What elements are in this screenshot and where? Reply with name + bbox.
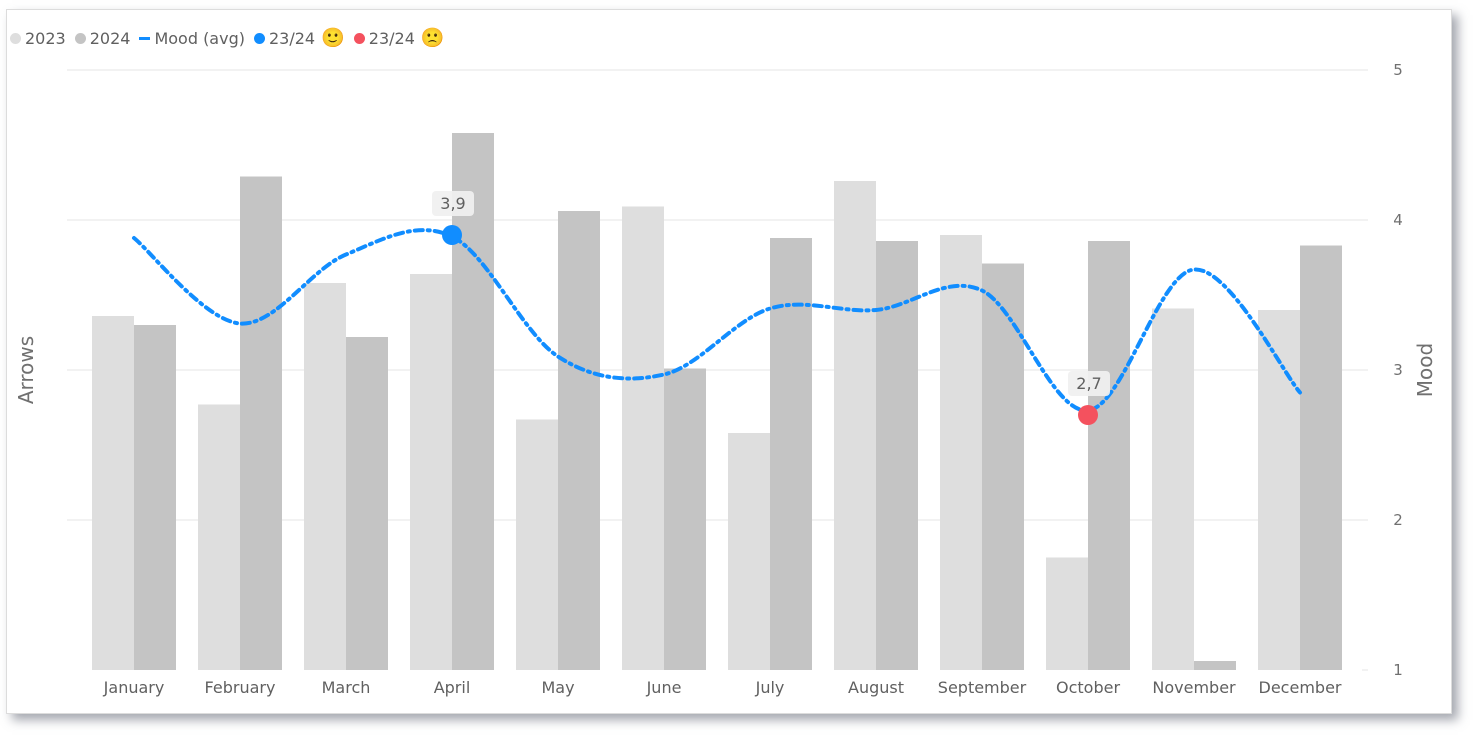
x-tick-label: May bbox=[541, 678, 574, 697]
x-tick-label: January bbox=[103, 678, 165, 697]
y-axis-right-title: Mood bbox=[1413, 343, 1437, 397]
legend-marker-worst bbox=[353, 32, 365, 44]
data-label-box bbox=[432, 191, 474, 216]
legend-label-best: 23/24 bbox=[268, 28, 316, 48]
x-tick-label: April bbox=[434, 678, 471, 697]
chart-legend: 2023 2024 Mood (avg) 23/24 🙂 23/24 🙁 bbox=[10, 26, 454, 50]
legend-item-2024[interactable]: 2024 bbox=[74, 28, 131, 48]
frowning-face-icon: 🙁 bbox=[420, 26, 445, 49]
legend-marker-2023 bbox=[10, 32, 21, 44]
legend-label-worst: 23/24 bbox=[368, 28, 415, 48]
x-tick-label: December bbox=[1259, 678, 1342, 697]
legend-item-2023[interactable]: 2023 bbox=[10, 29, 66, 48]
bar-2024[interactable] bbox=[1088, 241, 1130, 670]
legend-label-2023: 2023 bbox=[25, 28, 66, 48]
y-axis-right-labels: 1 2 3 4 5 bbox=[1393, 61, 1403, 679]
x-tick-label: November bbox=[1152, 678, 1236, 697]
bar-2024[interactable] bbox=[770, 238, 812, 670]
x-axis-labels: January February March April May June July Augu… bbox=[103, 678, 1342, 697]
bar-2023[interactable] bbox=[516, 419, 558, 671]
x-tick-label: October bbox=[1056, 678, 1120, 697]
best-mood-label: 3,9 bbox=[440, 194, 465, 213]
bar-2023[interactable] bbox=[728, 433, 770, 670]
bar-2023[interactable] bbox=[198, 404, 240, 671]
bar-series bbox=[92, 133, 1342, 670]
legend-item-mood[interactable]: Mood (avg) bbox=[139, 29, 245, 48]
smiling-face-icon: 🙂 bbox=[321, 26, 345, 49]
x-tick-label: March bbox=[322, 678, 371, 697]
bar-2024[interactable] bbox=[240, 176, 282, 671]
highlight-points: 3,9 2,7 bbox=[432, 191, 1110, 425]
y-tick-label: 3 bbox=[1393, 361, 1403, 379]
mood-line-series bbox=[132, 228, 1302, 413]
legend-item-worst[interactable]: 23/24 🙁 bbox=[353, 26, 445, 49]
bar-2024[interactable] bbox=[664, 368, 706, 671]
bar-2023[interactable] bbox=[304, 283, 346, 670]
gridlines bbox=[67, 69, 1368, 671]
bar-2023[interactable] bbox=[622, 206, 664, 671]
bar-2023[interactable] bbox=[1046, 557, 1088, 671]
worst-mood-point[interactable] bbox=[1078, 405, 1098, 425]
y-tick-label: 2 bbox=[1393, 511, 1403, 529]
x-tick-label: February bbox=[205, 678, 276, 697]
x-tick-label: June bbox=[646, 678, 682, 697]
legend-marker-best bbox=[253, 32, 265, 44]
bar-2024[interactable] bbox=[134, 325, 176, 670]
bar-2024[interactable] bbox=[1300, 245, 1342, 671]
bar-2024[interactable] bbox=[876, 241, 918, 670]
bar-2023[interactable] bbox=[1258, 310, 1300, 670]
bar-2024[interactable] bbox=[558, 211, 600, 670]
x-tick-label: August bbox=[848, 678, 904, 697]
bar-2024[interactable] bbox=[982, 263, 1024, 671]
bar-2023[interactable] bbox=[410, 274, 452, 670]
bar-2023[interactable] bbox=[1152, 308, 1194, 671]
worst-mood-label: 2,7 bbox=[1076, 374, 1101, 393]
legend-label-2024: 2024 bbox=[89, 28, 131, 48]
data-label-box bbox=[1068, 371, 1110, 396]
legend-label-mood: Mood (avg) bbox=[154, 28, 245, 48]
bar-2024[interactable] bbox=[1194, 661, 1236, 670]
legend-marker-2024 bbox=[74, 32, 86, 44]
legend-marker-mood bbox=[139, 36, 151, 40]
mood-line[interactable] bbox=[132, 228, 1302, 413]
best-mood-point[interactable] bbox=[442, 225, 462, 245]
legend-item-best[interactable]: 23/24 🙂 bbox=[253, 26, 345, 49]
bar-2024[interactable] bbox=[346, 337, 388, 670]
bar-2023[interactable] bbox=[940, 235, 982, 670]
y-tick-label: 5 bbox=[1393, 61, 1403, 79]
y-tick-label: 4 bbox=[1393, 211, 1403, 229]
bar-2023[interactable] bbox=[834, 181, 876, 670]
bar-2023[interactable] bbox=[92, 316, 134, 670]
x-tick-label: July bbox=[755, 678, 785, 697]
y-tick-label: 1 bbox=[1393, 661, 1403, 679]
x-tick-label: September bbox=[938, 678, 1027, 697]
y-axis-left-title: Arrows bbox=[14, 336, 38, 404]
bar-2024[interactable] bbox=[452, 133, 494, 670]
